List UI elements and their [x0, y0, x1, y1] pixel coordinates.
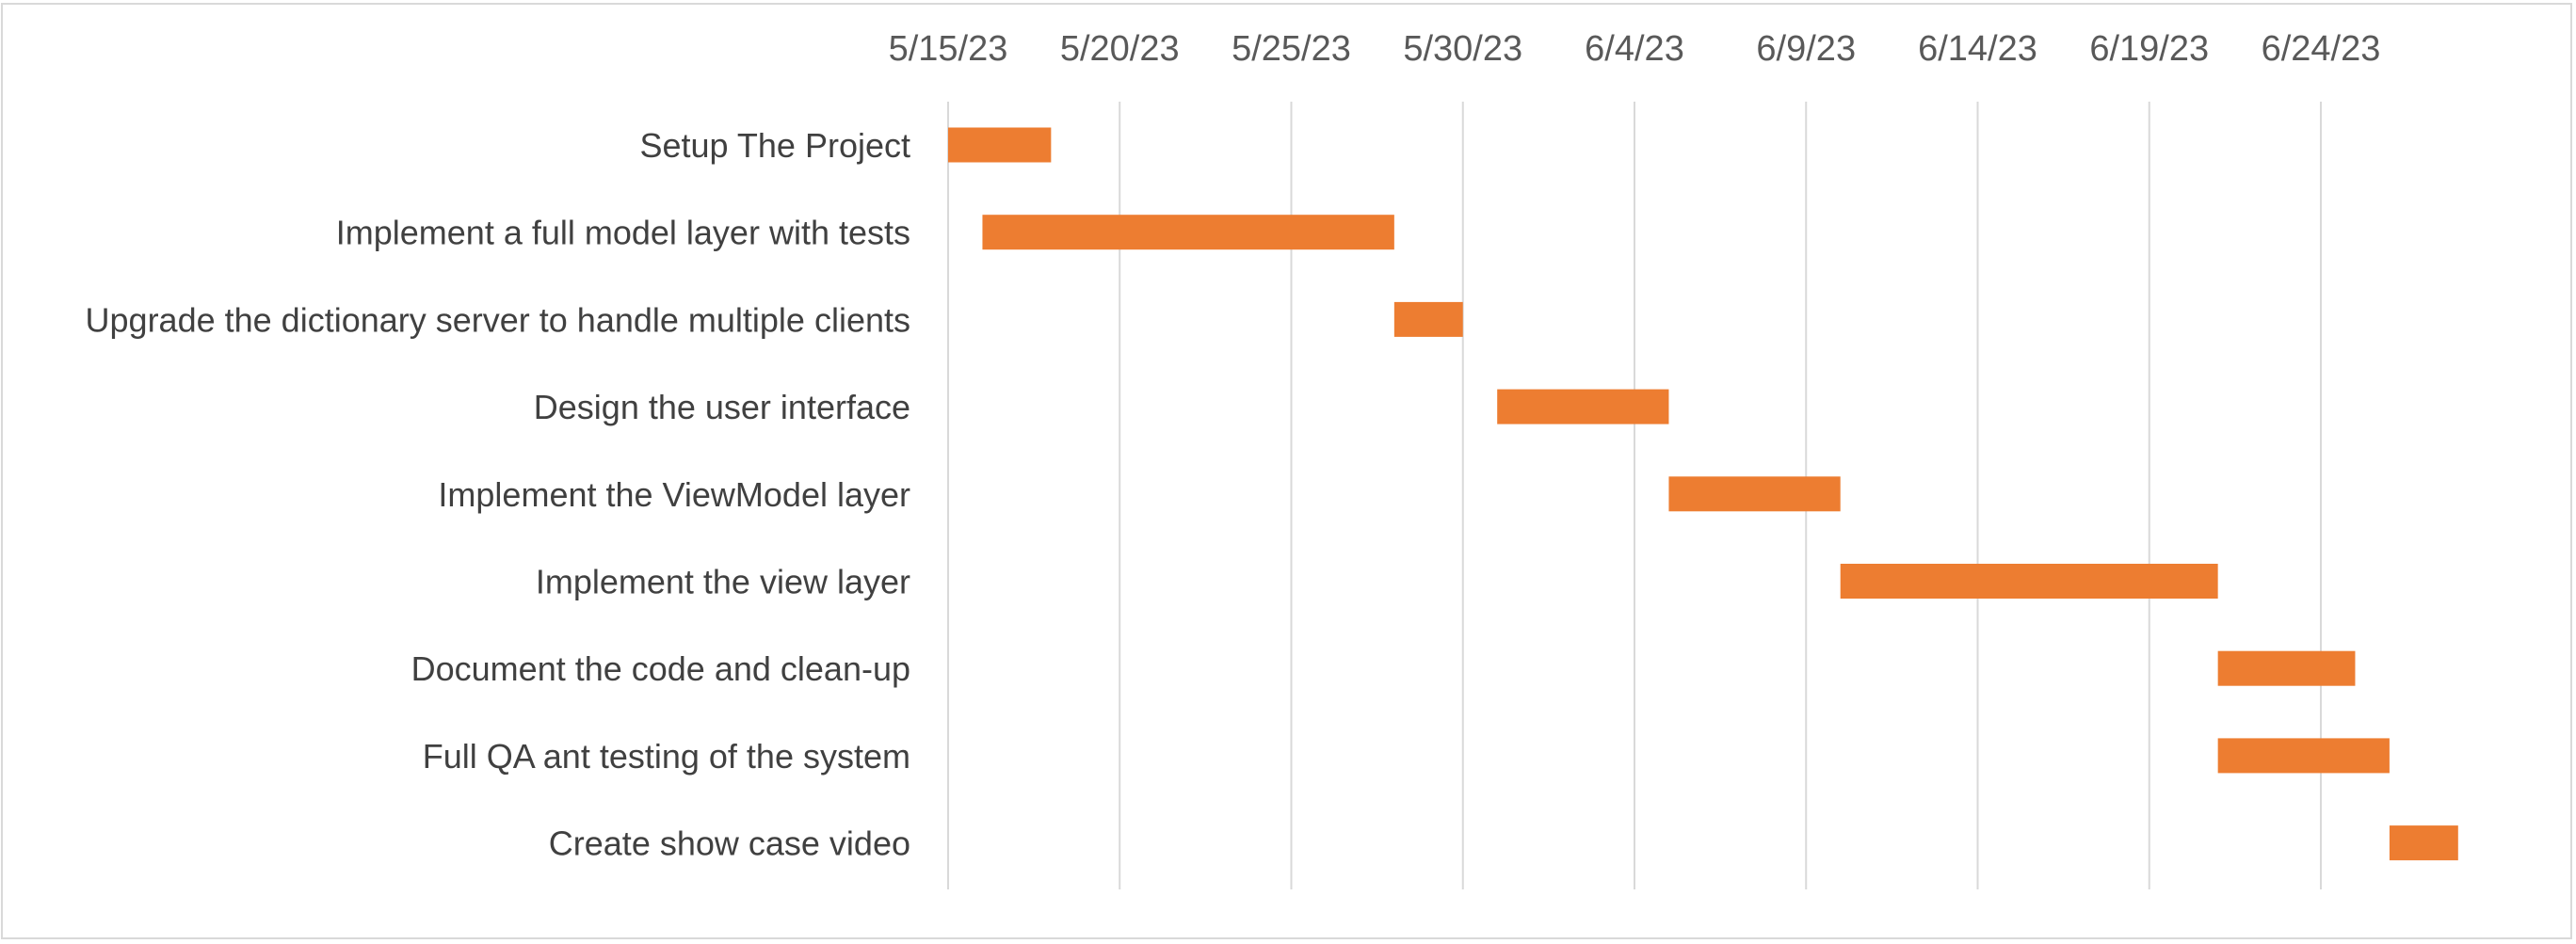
x-tick-label: 6/9/23: [1756, 29, 1856, 69]
x-tick-label: 5/20/23: [1060, 29, 1180, 69]
task-label: Create show case video: [549, 824, 910, 863]
task-label: Full QA ant testing of the system: [423, 737, 910, 776]
task-bar: [1497, 389, 1669, 424]
task-bar: [1668, 476, 1841, 512]
task-bar: [948, 127, 1052, 163]
task-label: Implement the view layer: [536, 563, 910, 601]
x-tick-label: 6/24/23: [2262, 29, 2381, 69]
x-tick-label: 6/4/23: [1585, 29, 1684, 69]
x-axis-ticks: 5/15/23 5/20/23 5/25/23 5/30/23 6/4/23 6/9/23…: [889, 29, 2381, 69]
task-bar: [1840, 564, 2218, 599]
task-label: Document the code and clean-up: [411, 649, 910, 688]
task-bar: [982, 215, 1394, 250]
task-bar: [2217, 738, 2390, 774]
task-label: Design the user interface: [534, 388, 910, 426]
task-label: Implement a full model layer with tests: [336, 214, 910, 252]
x-tick-label: 6/19/23: [2089, 29, 2209, 69]
task-label: Setup The Project: [639, 126, 910, 165]
x-tick-label: 5/15/23: [889, 29, 1008, 69]
x-tick-label: 5/25/23: [1232, 29, 1351, 69]
x-tick-label: 6/14/23: [1918, 29, 2037, 69]
task-label: Implement the ViewModel layer: [438, 475, 910, 514]
x-tick-label: 5/30/23: [1403, 29, 1522, 69]
chart-frame: [1, 3, 2572, 939]
task-bar: [2217, 650, 2356, 686]
task-label: Upgrade the dictionary server to handle …: [86, 300, 910, 339]
task-bar: [2389, 825, 2458, 861]
task-bars: [948, 127, 2458, 861]
category-labels: Setup The Project Implement a full model …: [86, 126, 910, 863]
task-bar: [1393, 301, 1463, 337]
